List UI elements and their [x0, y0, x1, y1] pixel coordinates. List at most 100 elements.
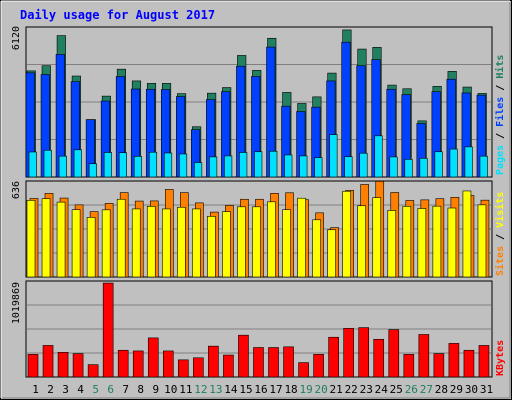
- day-label: 8: [137, 383, 144, 396]
- kbytes-bar: [478, 345, 490, 378]
- kbytes-bar: [298, 362, 309, 378]
- visits-bar: [237, 206, 246, 278]
- day-label: 17: [269, 383, 282, 396]
- visits-bar: [432, 205, 442, 278]
- visits-bar: [192, 208, 201, 278]
- visits-bar: [207, 216, 216, 278]
- visits-bar: [161, 208, 171, 278]
- legend-visits: Visits: [494, 192, 506, 228]
- pages-bar: [239, 152, 248, 178]
- chart-title: Daily usage for August 2017: [20, 8, 215, 22]
- legend-hits: Hits: [494, 55, 506, 79]
- day-label: 15: [239, 383, 252, 396]
- bot-panel-legend: KBytes: [495, 340, 506, 376]
- day-label: 29: [450, 383, 463, 396]
- visits-bar: [297, 197, 306, 278]
- pages-bar: [194, 162, 203, 178]
- kbytes-bar: [223, 354, 234, 378]
- day-label: 21: [330, 383, 343, 396]
- pages-bar: [148, 151, 158, 178]
- day-label: 6: [107, 383, 114, 396]
- day-label: 20: [315, 383, 328, 396]
- pages-bar: [43, 149, 52, 178]
- pages-bar: [103, 152, 112, 178]
- hits-files-pages-panel: [25, 26, 493, 178]
- pages-bar: [329, 134, 338, 178]
- visits-bar: [146, 206, 156, 278]
- day-label: 19: [299, 383, 312, 396]
- day-label: 27: [420, 383, 433, 396]
- day-label: 4: [77, 383, 84, 396]
- day-label: 14: [224, 383, 238, 396]
- visits-bar: [282, 209, 291, 278]
- visits-bar: [252, 206, 261, 278]
- pages-bar: [269, 150, 278, 178]
- visits-bar: [327, 229, 336, 278]
- kbytes-bar: [283, 346, 294, 378]
- kbytes-bar: [87, 364, 99, 378]
- visits-bar: [477, 204, 487, 278]
- pages-bar: [464, 146, 473, 178]
- pages-bar: [284, 154, 293, 178]
- day-label: 2: [47, 383, 54, 396]
- day-label: 10: [164, 383, 177, 396]
- kbytes-bar: [162, 350, 174, 378]
- kbytes-bar: [238, 334, 249, 378]
- visits-bar: [41, 198, 51, 278]
- day-label: 16: [254, 383, 267, 396]
- mid-panel-legend: Sites / Visits: [494, 192, 506, 276]
- visits-bar: [267, 201, 276, 278]
- kbytes-bar: [102, 282, 114, 378]
- day-label: 5: [92, 383, 99, 396]
- pages-bar: [359, 152, 368, 178]
- kbytes-bar: [433, 353, 445, 378]
- day-label: 7: [122, 383, 129, 396]
- pages-bar: [73, 149, 82, 178]
- kbytes-bar: [72, 353, 84, 378]
- pages-bar: [314, 157, 323, 178]
- day-label: 3: [62, 383, 69, 396]
- pages-bar: [404, 159, 413, 178]
- day-label: 23: [360, 383, 373, 396]
- kbytes-bar: [132, 350, 144, 378]
- day-label: 24: [375, 383, 389, 396]
- kbytes-bar: [178, 359, 189, 378]
- visits-bar: [372, 197, 382, 278]
- visits-bar: [447, 207, 457, 278]
- pages-bar: [118, 152, 127, 178]
- kbytes-bar: [193, 357, 204, 378]
- visits-bar: [116, 198, 126, 278]
- pages-bar: [28, 151, 37, 178]
- kbytes-panel: [25, 280, 493, 378]
- top-panel-legend: Pages / Files / Hits: [494, 55, 506, 175]
- pages-bar: [449, 148, 458, 178]
- visits-bar: [71, 209, 81, 278]
- day-label: 30: [465, 383, 478, 396]
- visits-bar: [101, 209, 111, 278]
- kbytes-bar: [448, 343, 460, 378]
- pages-bar: [254, 151, 263, 178]
- kbytes-bar: [388, 329, 400, 378]
- day-label: 26: [405, 383, 418, 396]
- day-label: 9: [152, 383, 159, 396]
- pages-bar: [299, 155, 308, 178]
- kbytes-bar: [313, 354, 324, 378]
- legend-files: Files: [494, 97, 506, 127]
- kbytes-bar: [403, 354, 415, 378]
- pages-bar: [434, 151, 443, 178]
- kbytes-bar: [147, 337, 159, 378]
- day-label: 13: [209, 383, 222, 396]
- pages-bar: [88, 163, 97, 178]
- pages-bar: [374, 135, 383, 178]
- pages-bar: [344, 156, 353, 178]
- day-label: 18: [284, 383, 297, 396]
- kbytes-bar: [343, 328, 354, 378]
- kbytes-bar: [57, 352, 69, 378]
- legend-kbytes: KBytes: [495, 340, 506, 376]
- legend-pages: Pages: [495, 145, 506, 175]
- day-label: 22: [345, 383, 358, 396]
- day-label: 1: [32, 383, 39, 396]
- kbytes-bar: [268, 347, 279, 378]
- day-axis: 1 2 3 4 5 6 7 8 9 10 11 12 13 14 15 16 17 18 19 20 21 22 23 24 2…: [32, 383, 493, 396]
